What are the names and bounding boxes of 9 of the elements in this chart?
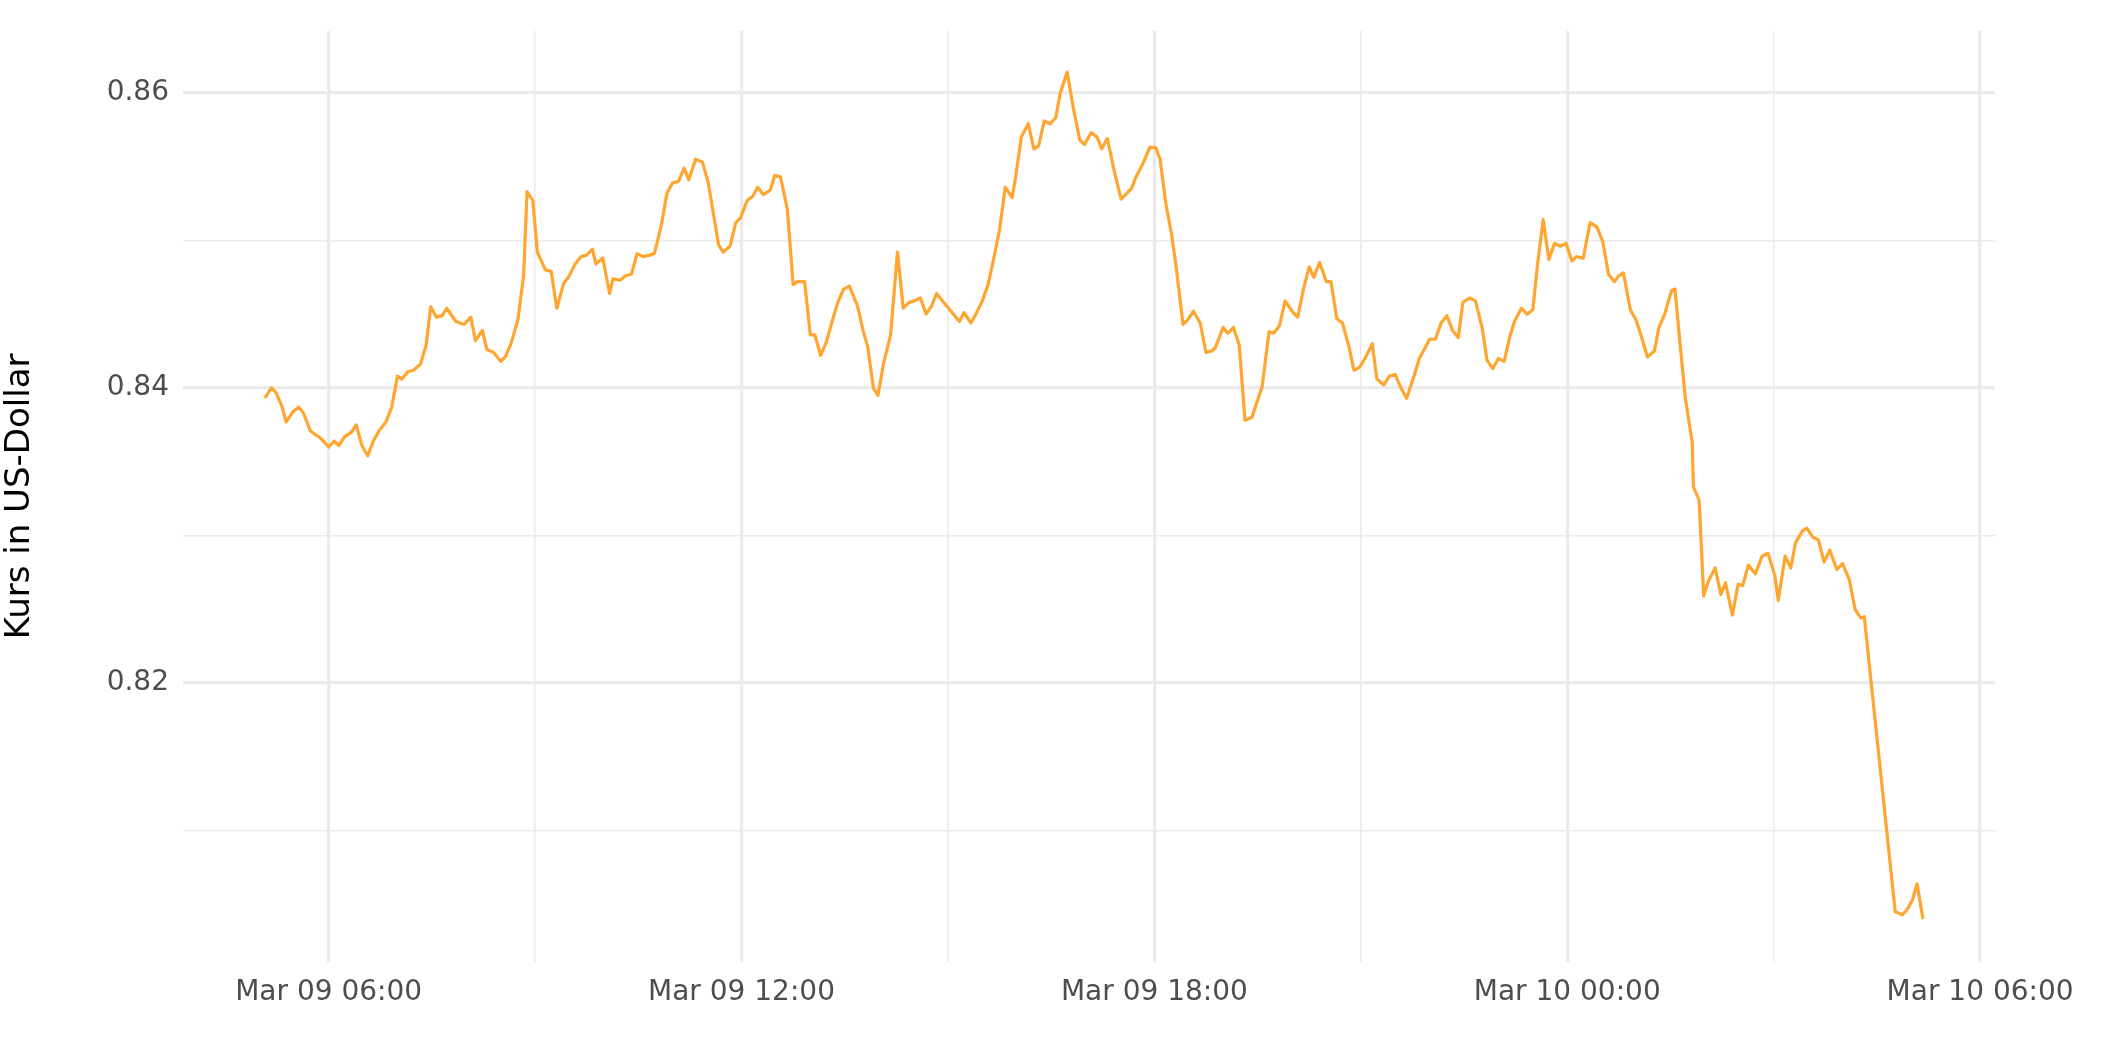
y-tick-label: 0.82: [106, 664, 169, 698]
x-tick-label: Mar 10 06:00: [1886, 974, 2074, 1008]
y-axis-title: Kurs in US-Dollar: [0, 353, 38, 640]
x-tick-label: Mar 10 00:00: [1473, 974, 1661, 1008]
x-tick-label: Mar 09 18:00: [1060, 974, 1248, 1008]
x-tick-label: Mar 09 06:00: [235, 974, 423, 1008]
y-tick-label: 0.84: [106, 369, 169, 403]
x-tick-label: Mar 09 12:00: [648, 974, 835, 1008]
y-tick-label: 0.86: [106, 74, 169, 108]
